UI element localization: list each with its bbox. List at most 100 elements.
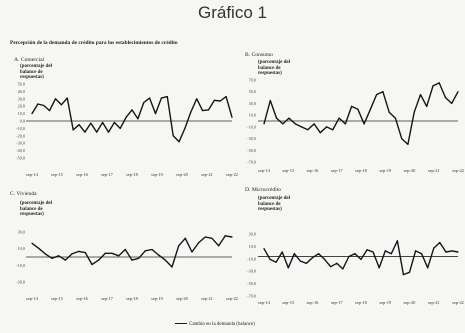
panel-a-data-point [54,98,57,100]
panel-c-data-point [51,257,53,259]
panel-c-ytick: 30,0 [18,230,25,236]
panel-a-ytick: 40,0 [18,89,25,95]
panel-c-data-point [58,255,60,257]
panel-d-data-point [402,273,405,276]
panel-b-ytick: -70,0 [247,160,256,166]
panel-c-xtick: sep-17 [101,296,114,301]
panel-d-series-line [263,240,459,276]
panel-d-ylabel-line-1: (porcentaje del [258,196,290,201]
panel-c-data-point [104,252,106,254]
panel-d-ytick: -50,0 [247,281,256,287]
panel-d-title: D. Microcrédito [245,187,282,193]
panel-b-data-point [394,117,397,119]
panel-d-data-point [287,267,289,269]
panel-c-xtick: sep-19 [151,296,164,301]
panel-a-data-point [213,99,215,101]
panel-c-data-point [224,235,226,237]
panel-d-data-point [366,249,368,251]
panel-b-data-point [332,129,334,131]
panel-b-data-point [263,123,265,125]
figure-title: Gráfico 1 [198,3,267,22]
panel-b-ylabel-line-3: respuestas) [258,71,282,77]
panel-a-data-point [90,122,92,124]
panel-d-data-point [330,266,332,268]
panel-a-data-point [143,101,145,104]
panel-d-xtick: sep-19 [379,300,392,305]
panel-c-data-point [211,237,213,239]
panel-b-xtick: sep-21 [428,168,440,173]
panel-a-data-point [72,129,74,131]
panel-b-ytick: 70,0 [249,78,256,84]
panel-b-data-point [376,94,378,96]
panel-a-ytick: -10,0 [16,126,25,132]
panel-b-xtick: sep-19 [379,168,392,173]
panel-a-data-point [107,131,110,133]
panel-a-data-point [66,97,68,99]
panel-d-data-point [384,250,386,252]
panel-d-xtick: sep-20 [404,300,417,305]
panel-a-ytick: -20,0 [16,133,25,139]
panel-c-data-point [118,255,120,257]
panel-b-data-point [338,117,340,119]
panel-b-data-point [294,123,296,125]
panel-b-ytick: 50,0 [249,89,256,95]
panel-c-data-point [178,245,180,247]
panel-b-data-point [313,123,315,125]
panel-c-data-point [64,259,66,261]
panel-a-xtick: sep-20 [176,172,189,177]
panel-d-xtick: sep-17 [331,300,344,305]
panel-b-data-point [388,111,390,113]
panel-c-ylabel: (porcentaje del balance de respuestas) [20,201,52,218]
panel-d-data-point [299,260,301,262]
legend: Cambio en la demanda (balance) [175,322,255,327]
panel-a-xtick: sep-18 [126,172,139,177]
panel-b-ylabel-line-1: (porcentaje del [258,60,290,65]
panel-d-data-point [305,262,308,264]
panel-d-data-point [372,251,374,253]
panel-b-data-point [432,85,434,87]
panel-c-data-point [38,247,40,249]
panel-b-ytick: -50,0 [247,148,256,154]
panel-d-ylabel-line-2: balance de [258,201,281,207]
panel-d-data-point [408,271,411,273]
panel-b-xtick: sep-22 [452,168,464,173]
panel-b-data-point [357,108,359,110]
panel-c-data-point [31,242,33,244]
panel-b-title: B. Consumo [245,52,273,58]
panel-a-ytick: -50,0 [16,156,25,162]
panel-d-xtick: sep-16 [307,300,320,305]
panel-c-xtick: sep-18 [126,296,139,301]
panel-d-data-point [311,257,314,259]
panel-c-ylabel-line-2: balance de [20,206,43,212]
panel-c-series-line [31,235,233,268]
panel-d-data-point [451,250,453,252]
panel-d-data-point [414,250,417,252]
panel-a-data-point [196,98,198,100]
panel-a-data-point [101,121,104,124]
panel-c-data-point [184,237,186,239]
panel-a-data-point [172,135,174,137]
panel-a-xtick: sep-21 [201,172,213,177]
panel-c-data-point [131,259,133,261]
panel-b-ytick: -30,0 [247,136,256,142]
panel-a-data-point [119,127,121,129]
panel-c-data-point [91,263,93,266]
panel-a-ytick: 30,0 [18,96,25,102]
panel-d-data-point [263,248,265,250]
legend-line-swatch [175,323,187,325]
panel-c-ylabel-line-3: respuestas) [20,212,44,218]
panel-b-data-point [319,132,321,134]
panel-d-data-point [445,251,447,253]
panel-b-data-point [344,123,346,125]
panel-a-ytick: 0,0 [20,119,25,125]
panel-a-data-point [231,116,233,118]
panel-d-data-point [439,241,441,244]
panel-b-data-point [457,91,459,93]
panel-b-ytick: 30,0 [249,101,256,107]
panel-a-data-point [137,118,139,120]
panel-b-data-point [307,129,309,131]
panel-d-data-point [427,267,429,269]
panel-b-data-point [401,137,403,140]
panel-c-ylabel-line-1: (porcentaje del [20,201,52,206]
panel-a-ytick: 10,0 [18,111,25,117]
